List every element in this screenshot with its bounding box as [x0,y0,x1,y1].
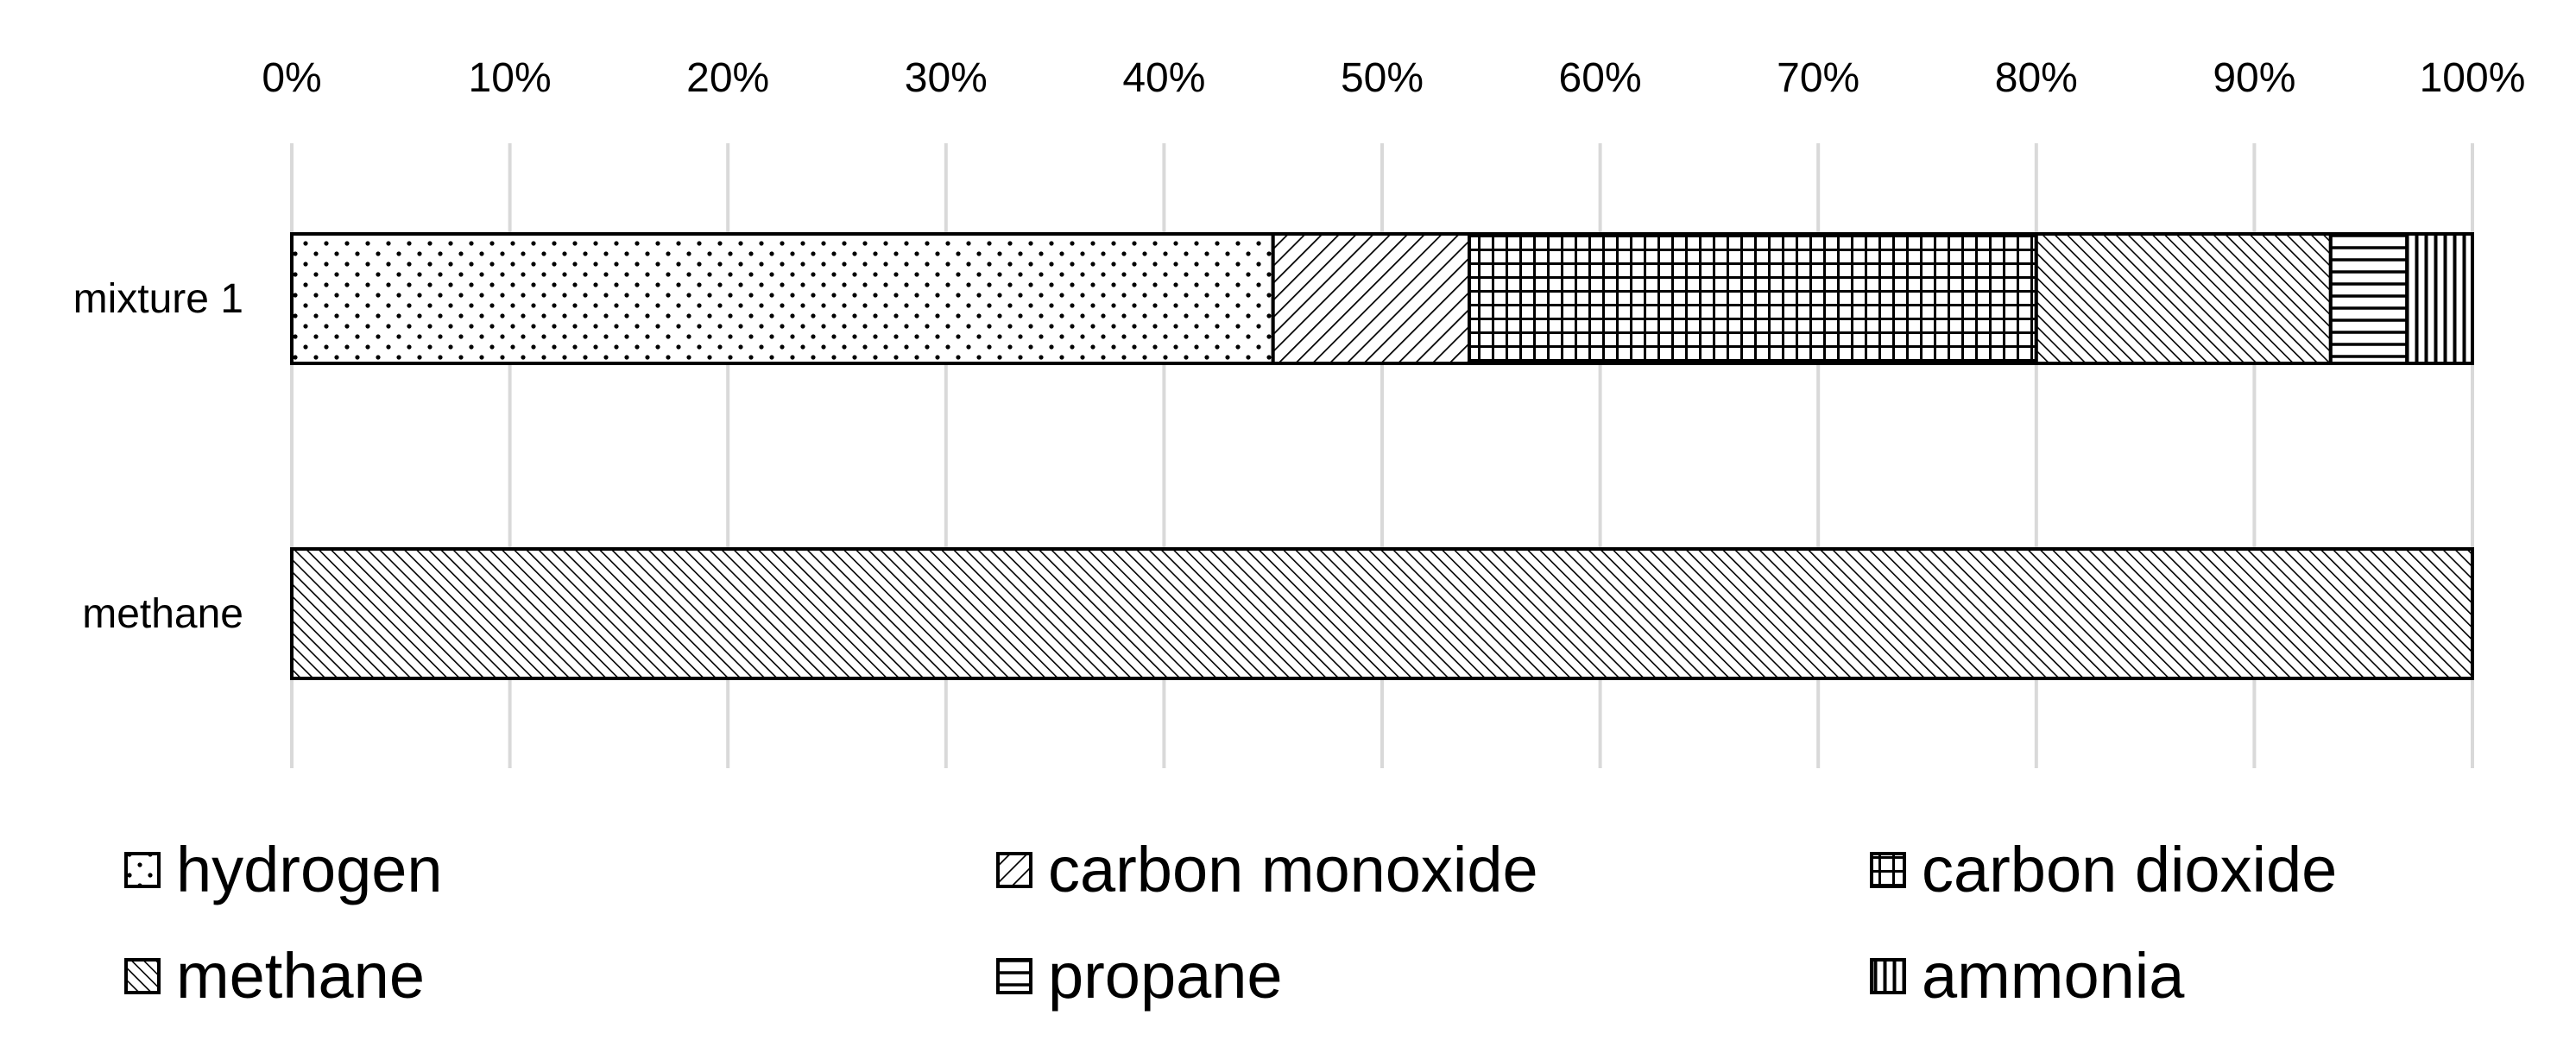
bar-segment [2328,232,2409,365]
legend-swatch [996,852,1032,888]
legend-item: carbon dioxide [1870,834,2337,905]
bar-segment [290,232,1275,365]
legend-label: propane [1048,940,1283,1012]
x-tick-label: 70% [1777,55,1859,101]
legend: hydrogen carbon monoxide carbon dioxide met… [124,834,2337,1012]
x-tick-label: 20% [686,55,769,101]
x-tick-label: 40% [1122,55,1205,101]
x-tick-label: 100% [2420,55,2526,101]
bar-segment [2405,232,2474,365]
legend-item: hydrogen [124,834,443,905]
legend-label: ammonia [1922,940,2185,1012]
legend-swatch [1870,958,1906,994]
legend-item: propane [996,940,1283,1012]
legend-swatch [996,958,1032,994]
legend-swatch [1870,852,1906,888]
bar-segment [290,547,2474,680]
x-tick-label: 80% [1995,55,2078,101]
legend-swatch [124,852,161,888]
legend-swatch [124,958,161,994]
bar-segment [1271,232,1472,365]
bar-segment [1468,232,2038,365]
legend-item: methane [124,940,425,1012]
bar-segment [2034,232,2333,365]
x-tick-label: 30% [905,55,988,101]
legend-item: ammonia [1870,940,2185,1012]
legend-label: hydrogen [176,834,443,905]
legend-label: carbon dioxide [1922,834,2337,905]
x-tick-label: 10% [469,55,552,101]
legend-label: carbon monoxide [1048,834,1538,905]
category-label: methane [82,591,243,637]
legend-item: carbon monoxide [996,834,1538,905]
x-tick-label: 0% [262,55,321,101]
category-label: mixture 1 [73,276,243,322]
x-tick-label: 90% [2213,55,2295,101]
x-axis-tick-labels: 0% 10% 20% 30% 40% 50% 60% 70% 80% 90% 100% [262,55,2525,101]
legend-label: methane [176,940,425,1012]
bar-segments [290,232,2474,680]
x-tick-label: 60% [1559,55,1642,101]
category-labels: mixture 1 methane [73,276,243,637]
x-tick-label: 50% [1341,55,1424,101]
